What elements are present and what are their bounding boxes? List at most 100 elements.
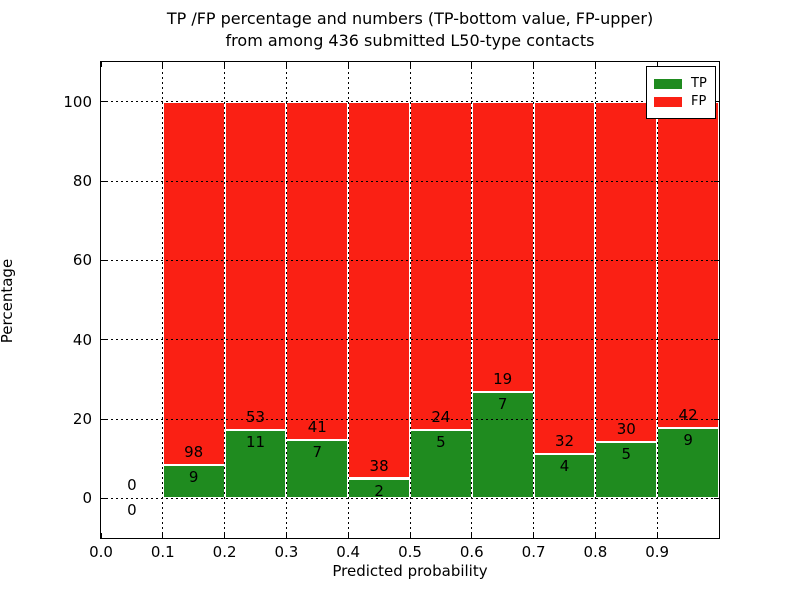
y-tick-mark xyxy=(101,497,106,499)
x-tick-label: 0.7 xyxy=(521,543,546,561)
legend-entry-tp: TP xyxy=(654,76,708,91)
v-gridline xyxy=(347,62,349,538)
y-tick-mark xyxy=(714,259,719,261)
chart-title-line-1: TP /FP percentage and numbers (TP-bottom… xyxy=(166,9,654,28)
tp-count-label: 4 xyxy=(559,457,570,476)
y-tick-mark xyxy=(101,101,106,103)
x-tick-mark xyxy=(347,62,349,67)
x-tick-mark xyxy=(656,62,658,67)
x-tick-mark xyxy=(100,62,102,67)
x-tick-mark xyxy=(533,533,535,538)
y-tick-label: 0 xyxy=(82,489,92,508)
tp-count-label: 11 xyxy=(245,433,266,452)
fp-count-label: 24 xyxy=(431,407,451,426)
tp-count-label: 2 xyxy=(374,481,384,500)
bar-fp-segment xyxy=(162,101,225,465)
y-tick-mark xyxy=(101,339,106,341)
bar-fp-segment xyxy=(410,101,472,430)
tp-count-label: 9 xyxy=(683,431,693,450)
x-tick-label: 0.5 xyxy=(398,543,422,561)
x-tick-mark xyxy=(656,533,658,538)
fp-count-label: 30 xyxy=(616,419,636,438)
bar-fp-segment xyxy=(348,101,410,479)
v-gridline xyxy=(594,62,596,538)
legend-label-fp: FP xyxy=(691,94,707,109)
y-tick-mark xyxy=(101,180,106,182)
fp-count-label: 0 xyxy=(127,476,137,495)
legend: TP FP xyxy=(646,66,716,119)
fp-color-swatch xyxy=(654,96,682,107)
bar-fp-segment xyxy=(224,101,287,431)
fp-count-label: 19 xyxy=(493,369,513,388)
fp-count-label: 38 xyxy=(369,456,389,475)
x-tick-label: 0.1 xyxy=(150,543,175,561)
tp-color-swatch xyxy=(654,78,682,89)
bar-tp-segment xyxy=(657,428,719,499)
fp-count-label: 42 xyxy=(678,406,698,425)
bar-fp-segment xyxy=(471,101,534,392)
v-gridline xyxy=(162,62,164,538)
y-tick-mark xyxy=(714,180,719,182)
legend-entry-fp: FP xyxy=(654,94,708,109)
y-tick-label: 80 xyxy=(72,172,92,190)
bar-fp-segment xyxy=(595,101,658,442)
y-tick-mark xyxy=(714,497,719,499)
x-tick-mark xyxy=(347,533,349,538)
v-gridline xyxy=(656,62,658,538)
bar-fp-segment xyxy=(286,101,349,441)
y-tick-mark xyxy=(714,101,719,103)
y-tick-mark xyxy=(101,259,106,261)
tp-count-label: 7 xyxy=(312,443,323,462)
y-tick-label: 40 xyxy=(72,330,92,349)
tp-count-label: 9 xyxy=(188,467,199,486)
x-tick-mark xyxy=(100,533,102,538)
x-tick-label: 0.3 xyxy=(274,543,299,561)
v-gridline xyxy=(409,62,411,538)
tp-count-label: 5 xyxy=(621,444,632,463)
x-tick-mark xyxy=(594,62,596,67)
fp-count-label: 53 xyxy=(245,408,266,427)
v-gridline xyxy=(285,62,287,538)
legend-label-tp: TP xyxy=(691,76,707,91)
x-tick-mark xyxy=(285,533,287,538)
bar-fp-segment xyxy=(533,101,596,455)
x-tick-label: 0.0 xyxy=(89,543,113,561)
bar-fp-segment xyxy=(657,101,719,429)
y-tick-label: 20 xyxy=(72,410,92,428)
y-axis-label: Percentage xyxy=(0,258,16,344)
fp-count-label: 98 xyxy=(184,442,204,461)
x-tick-mark xyxy=(285,62,287,67)
x-tick-mark xyxy=(162,533,164,538)
x-tick-mark xyxy=(224,62,226,67)
x-tick-mark xyxy=(409,533,411,538)
fp-count-label: 41 xyxy=(307,418,327,437)
y-tick-label: 100 xyxy=(63,92,92,111)
y-tick-mark xyxy=(101,418,106,420)
x-tick-label: 0.9 xyxy=(645,543,670,561)
v-gridline xyxy=(224,62,226,538)
x-tick-mark xyxy=(471,533,473,538)
v-gridline xyxy=(471,62,473,538)
x-tick-mark xyxy=(162,62,164,67)
y-tick-mark xyxy=(714,418,719,420)
fp-count-label: 32 xyxy=(554,432,575,451)
plot-area: TP FP 0 0 98 9 53 11 41 7 38 2 24 5 19 7 32 4 30 5 42 9 xyxy=(100,61,720,539)
x-tick-mark xyxy=(409,62,411,67)
x-tick-label: 0.6 xyxy=(459,543,484,561)
v-gridline xyxy=(533,62,535,538)
bar-tp-segment xyxy=(224,430,287,499)
x-tick-mark xyxy=(224,533,226,538)
tp-count-label: 7 xyxy=(497,394,508,413)
x-tick-label: 0.8 xyxy=(583,543,608,561)
x-tick-label: 0.2 xyxy=(212,543,237,561)
bar-tp-segment xyxy=(162,464,225,499)
x-axis-label: Predicted probability xyxy=(332,562,488,580)
tp-count-label: 5 xyxy=(436,432,446,451)
tp-count-label: 0 xyxy=(127,501,137,520)
x-tick-mark xyxy=(471,62,473,67)
chart-title-line-2: from among 436 submitted L50-type contac… xyxy=(225,31,595,50)
x-tick-label: 0.4 xyxy=(336,543,361,561)
y-tick-label: 60 xyxy=(72,251,92,270)
x-tick-mark xyxy=(594,533,596,538)
